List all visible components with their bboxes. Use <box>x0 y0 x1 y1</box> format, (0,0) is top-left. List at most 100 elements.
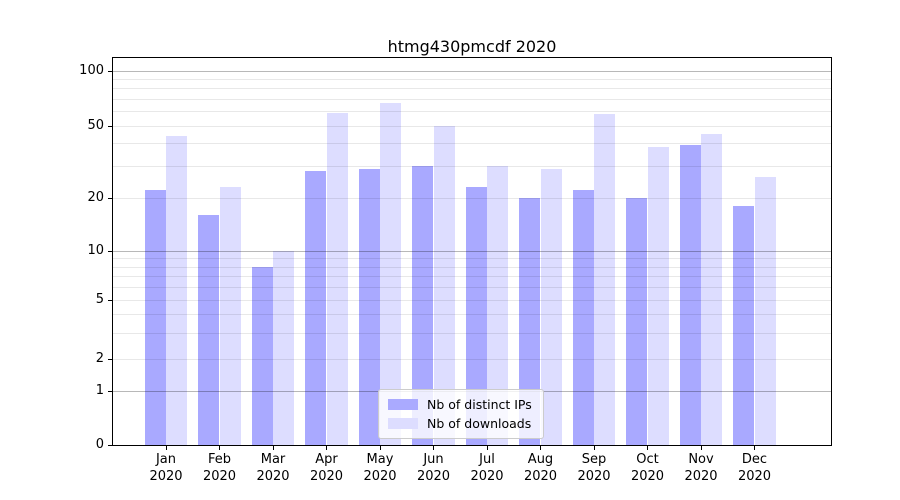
legend: Nb of distinct IPs Nb of downloads <box>378 389 544 439</box>
y-gridline-minor <box>113 165 831 167</box>
x-tick-label: Jun 2020 <box>402 451 466 485</box>
x-tick-year: 2020 <box>523 469 558 484</box>
bar-distinct-ips-Feb <box>198 214 220 445</box>
bar-downloads-Oct <box>647 147 669 445</box>
bar-distinct-ips-Mar <box>251 266 273 445</box>
y-gridline-major <box>113 250 831 252</box>
x-tick-month: Sep <box>581 452 607 467</box>
x-tick <box>754 446 755 450</box>
bar-downloads-Aug <box>540 168 562 445</box>
y-tick <box>108 390 112 392</box>
bar-distinct-ips-Dec <box>733 205 755 445</box>
bar-downloads-Nov <box>701 134 723 445</box>
x-tick <box>219 446 220 450</box>
x-tick <box>433 446 434 450</box>
x-tick-label: Nov 2020 <box>669 451 733 485</box>
y-tick-label: 20 <box>87 189 104 205</box>
x-tick-year: 2020 <box>309 469 344 484</box>
bar-distinct-ips-Aug <box>519 197 541 445</box>
legend-row-distinct-ips: Nb of distinct IPs <box>388 395 534 414</box>
bar-distinct-ips-Jan <box>144 190 166 445</box>
y-tick <box>108 125 112 127</box>
x-tick-label: Jul 2020 <box>455 451 519 485</box>
x-tick-year: 2020 <box>149 469 183 484</box>
bar-downloads-Dec <box>754 177 776 445</box>
x-tick <box>486 446 488 450</box>
bar-distinct-ips-Jun <box>412 165 434 445</box>
bar-downloads-Jun <box>433 125 455 445</box>
x-tick-label: Apr 2020 <box>295 451 359 485</box>
y-tick-label: 0 <box>95 437 104 452</box>
bar-downloads-Feb <box>219 186 241 445</box>
bar-downloads-Jul <box>487 165 509 445</box>
x-tick <box>379 446 381 450</box>
y-gridline-minor <box>113 99 831 100</box>
x-tick-year: 2020 <box>256 469 290 484</box>
x-tick-label: Feb 2020 <box>188 451 252 485</box>
bar-downloads-May <box>380 102 402 445</box>
bar-distinct-ips-Jul <box>465 186 487 445</box>
x-tick-year: 2020 <box>416 469 451 484</box>
x-tick-month: May <box>366 452 394 467</box>
x-tick-month: Oct <box>636 452 659 467</box>
y-gridline-minor <box>113 300 831 301</box>
legend-swatch-distinct-ips <box>388 399 418 410</box>
y-gridline-minor <box>113 88 831 90</box>
chart-title: htmg430pmcdf 2020 <box>387 37 557 56</box>
x-tick-year: 2020 <box>202 469 237 484</box>
y-tick <box>108 70 112 72</box>
x-tick-month: Nov <box>688 452 714 467</box>
y-gridline-minor <box>113 143 831 145</box>
bar-distinct-ips-Apr <box>305 171 327 445</box>
y-tick <box>108 197 112 199</box>
y-tick-label: 2 <box>95 351 104 366</box>
x-tick-label: Jan 2020 <box>134 451 198 485</box>
y-tick <box>108 359 112 360</box>
x-tick-month: Jul <box>479 452 495 467</box>
plot-area: Nb of distinct IPs Nb of downloads <box>112 57 832 446</box>
bar-downloads-Apr <box>326 112 348 445</box>
bar-distinct-ips-Sep <box>572 190 594 445</box>
x-tick-month: Dec <box>741 452 768 467</box>
x-tick-month: Jan <box>155 452 177 467</box>
x-tick-month: Apr <box>315 452 338 467</box>
y-gridline-minor <box>113 266 831 268</box>
x-tick-month: Mar <box>260 452 286 467</box>
y-gridline-minor <box>113 258 831 260</box>
x-tick-label: Oct 2020 <box>616 451 680 485</box>
y-gridline-minor <box>113 79 831 81</box>
x-tick-year: 2020 <box>470 469 504 484</box>
x-tick-label: Dec 2020 <box>723 451 787 485</box>
y-gridline-minor <box>113 314 831 316</box>
legend-swatch-downloads <box>388 418 418 429</box>
bar-downloads-Mar <box>273 250 295 445</box>
y-gridline-minor <box>113 125 831 127</box>
x-tick-label: Sep 2020 <box>562 451 626 485</box>
y-tick <box>108 300 112 301</box>
y-tick-label: 1 <box>95 382 104 398</box>
x-tick <box>165 446 167 450</box>
y-gridline-major <box>113 70 831 72</box>
y-gridline-minor <box>113 197 831 199</box>
legend-label-downloads: Nb of downloads <box>427 416 532 431</box>
y-tick-label: 5 <box>95 292 104 307</box>
bar-downloads-Sep <box>594 113 616 445</box>
y-tick-label: 100 <box>79 62 104 78</box>
x-tick-year: 2020 <box>684 469 718 484</box>
x-tick-month: Aug <box>527 452 554 467</box>
x-tick <box>326 446 327 450</box>
y-gridline-minor <box>113 359 831 360</box>
y-gridline-minor <box>113 332 831 334</box>
y-gridline-minor <box>113 111 831 113</box>
y-tick-label: 10 <box>87 242 104 258</box>
x-tick <box>540 446 541 450</box>
x-tick <box>272 446 274 450</box>
bar-distinct-ips-Nov <box>679 145 701 445</box>
x-tick-year: 2020 <box>630 469 665 484</box>
legend-row-downloads: Nb of downloads <box>388 414 534 433</box>
x-tick-month: Feb <box>207 452 232 467</box>
x-tick-year: 2020 <box>737 469 772 484</box>
y-tick <box>108 250 112 252</box>
y-gridline-minor <box>113 287 831 288</box>
